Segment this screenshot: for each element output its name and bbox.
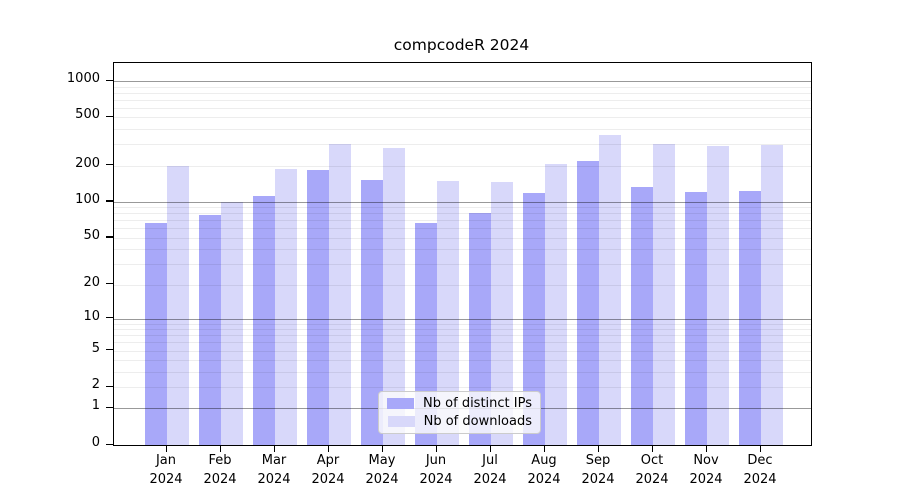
y-axis-tick	[106, 443, 113, 445]
bar-distinct-ips-oct	[631, 186, 653, 445]
x-axis-tick	[598, 445, 600, 452]
bar-distinct-ips-nov	[685, 191, 707, 445]
x-tick-label: Jul 2024	[473, 453, 507, 487]
x-tick-label: Aug 2024	[527, 453, 561, 487]
minor-gridline	[114, 129, 811, 131]
x-tick-label: Mar 2024	[257, 453, 291, 487]
bar-distinct-ips-mar	[253, 195, 275, 445]
y-tick-label: 200	[75, 155, 100, 171]
minor-gridline	[114, 117, 811, 119]
minor-gridline	[114, 144, 811, 146]
legend-label-downloads: Nb of downloads	[423, 414, 532, 429]
x-tick-label: May 2024	[365, 453, 399, 487]
y-axis-tick	[106, 200, 113, 202]
y-tick-label: 0	[91, 435, 100, 450]
legend-label-distinct-ips: Nb of distinct IPs	[423, 396, 532, 411]
bar-distinct-ips-sep	[577, 161, 599, 445]
distinct-ips-swatch-icon	[387, 398, 415, 409]
y-tick-label: 2	[91, 377, 100, 393]
bar-downloads-feb	[221, 201, 243, 445]
x-axis-tick	[544, 445, 546, 452]
x-axis-tick	[166, 445, 168, 452]
x-axis-tick	[652, 445, 654, 452]
y-tick-label: 10	[83, 308, 100, 324]
bar-distinct-ips-may	[361, 180, 383, 445]
minor-gridline	[114, 107, 811, 109]
x-axis-tick	[328, 445, 330, 452]
bar-downloads-oct	[653, 143, 675, 445]
bar-downloads-jul	[491, 181, 513, 445]
legend-entry-distinct-ips: Nb of distinct IPs	[387, 396, 532, 411]
x-axis-tick	[706, 445, 708, 452]
x-axis-tick	[436, 445, 438, 452]
y-axis-tick	[106, 115, 113, 118]
y-tick-label: 1000	[66, 71, 100, 86]
bar-downloads-mar	[275, 168, 297, 445]
bar-downloads-jan	[167, 165, 189, 445]
x-axis-tick	[490, 445, 492, 452]
y-axis-tick	[106, 349, 113, 351]
x-axis-tick	[382, 445, 384, 452]
x-tick-label: Dec 2024	[743, 453, 777, 487]
y-tick-label: 50	[83, 227, 100, 243]
x-tick-label: Feb 2024	[203, 453, 237, 487]
y-tick-label: 1	[91, 398, 100, 414]
downloads-swatch-icon	[387, 416, 415, 427]
bar-downloads-dec	[761, 145, 783, 445]
y-axis-tick	[106, 406, 113, 409]
bar-distinct-ips-dec	[739, 190, 761, 445]
y-axis-tick	[106, 385, 113, 387]
plot-area	[113, 62, 812, 446]
bar-distinct-ips-jan	[145, 223, 167, 445]
minor-gridline	[114, 92, 811, 94]
x-tick-label: Jun 2024	[419, 453, 453, 487]
major-gridline	[114, 81, 811, 82]
bar-distinct-ips-jul	[469, 213, 491, 445]
y-axis-tick	[106, 317, 113, 319]
x-axis-tick	[760, 445, 762, 452]
legend-entry-downloads: Nb of downloads	[387, 414, 532, 429]
x-tick-label: Jan 2024	[149, 453, 183, 487]
bar-distinct-ips-jun	[415, 223, 437, 445]
y-axis-tick	[106, 236, 113, 238]
y-axis-tick	[106, 79, 113, 81]
bar-downloads-nov	[707, 146, 729, 445]
bar-downloads-jun	[437, 180, 459, 445]
y-tick-label: 500	[75, 107, 100, 123]
chart-title: compcodeR 2024	[393, 36, 530, 54]
x-tick-label: Oct 2024	[635, 453, 669, 487]
bar-downloads-apr	[329, 144, 351, 445]
bar-distinct-ips-feb	[199, 215, 221, 445]
x-axis-tick	[274, 445, 276, 452]
x-tick-label: Apr 2024	[311, 453, 345, 487]
y-axis-tick	[106, 283, 113, 285]
x-axis-tick	[220, 445, 222, 452]
y-tick-label: 100	[75, 191, 100, 207]
x-tick-label: Sep 2024	[581, 453, 615, 487]
minor-gridline	[114, 86, 811, 88]
bar-distinct-ips-aug	[523, 192, 545, 445]
bar-downloads-may	[383, 147, 405, 445]
legend-box: Nb of distinct IPs Nb of downloads	[378, 391, 541, 434]
y-tick-label: 20	[83, 274, 100, 290]
bar-downloads-sep	[599, 134, 621, 445]
minor-gridline	[114, 99, 811, 101]
x-tick-label: Nov 2024	[689, 453, 723, 487]
y-axis-tick	[106, 164, 113, 166]
bar-distinct-ips-apr	[307, 170, 329, 445]
bar-downloads-aug	[545, 163, 567, 445]
y-tick-label: 5	[91, 340, 100, 356]
